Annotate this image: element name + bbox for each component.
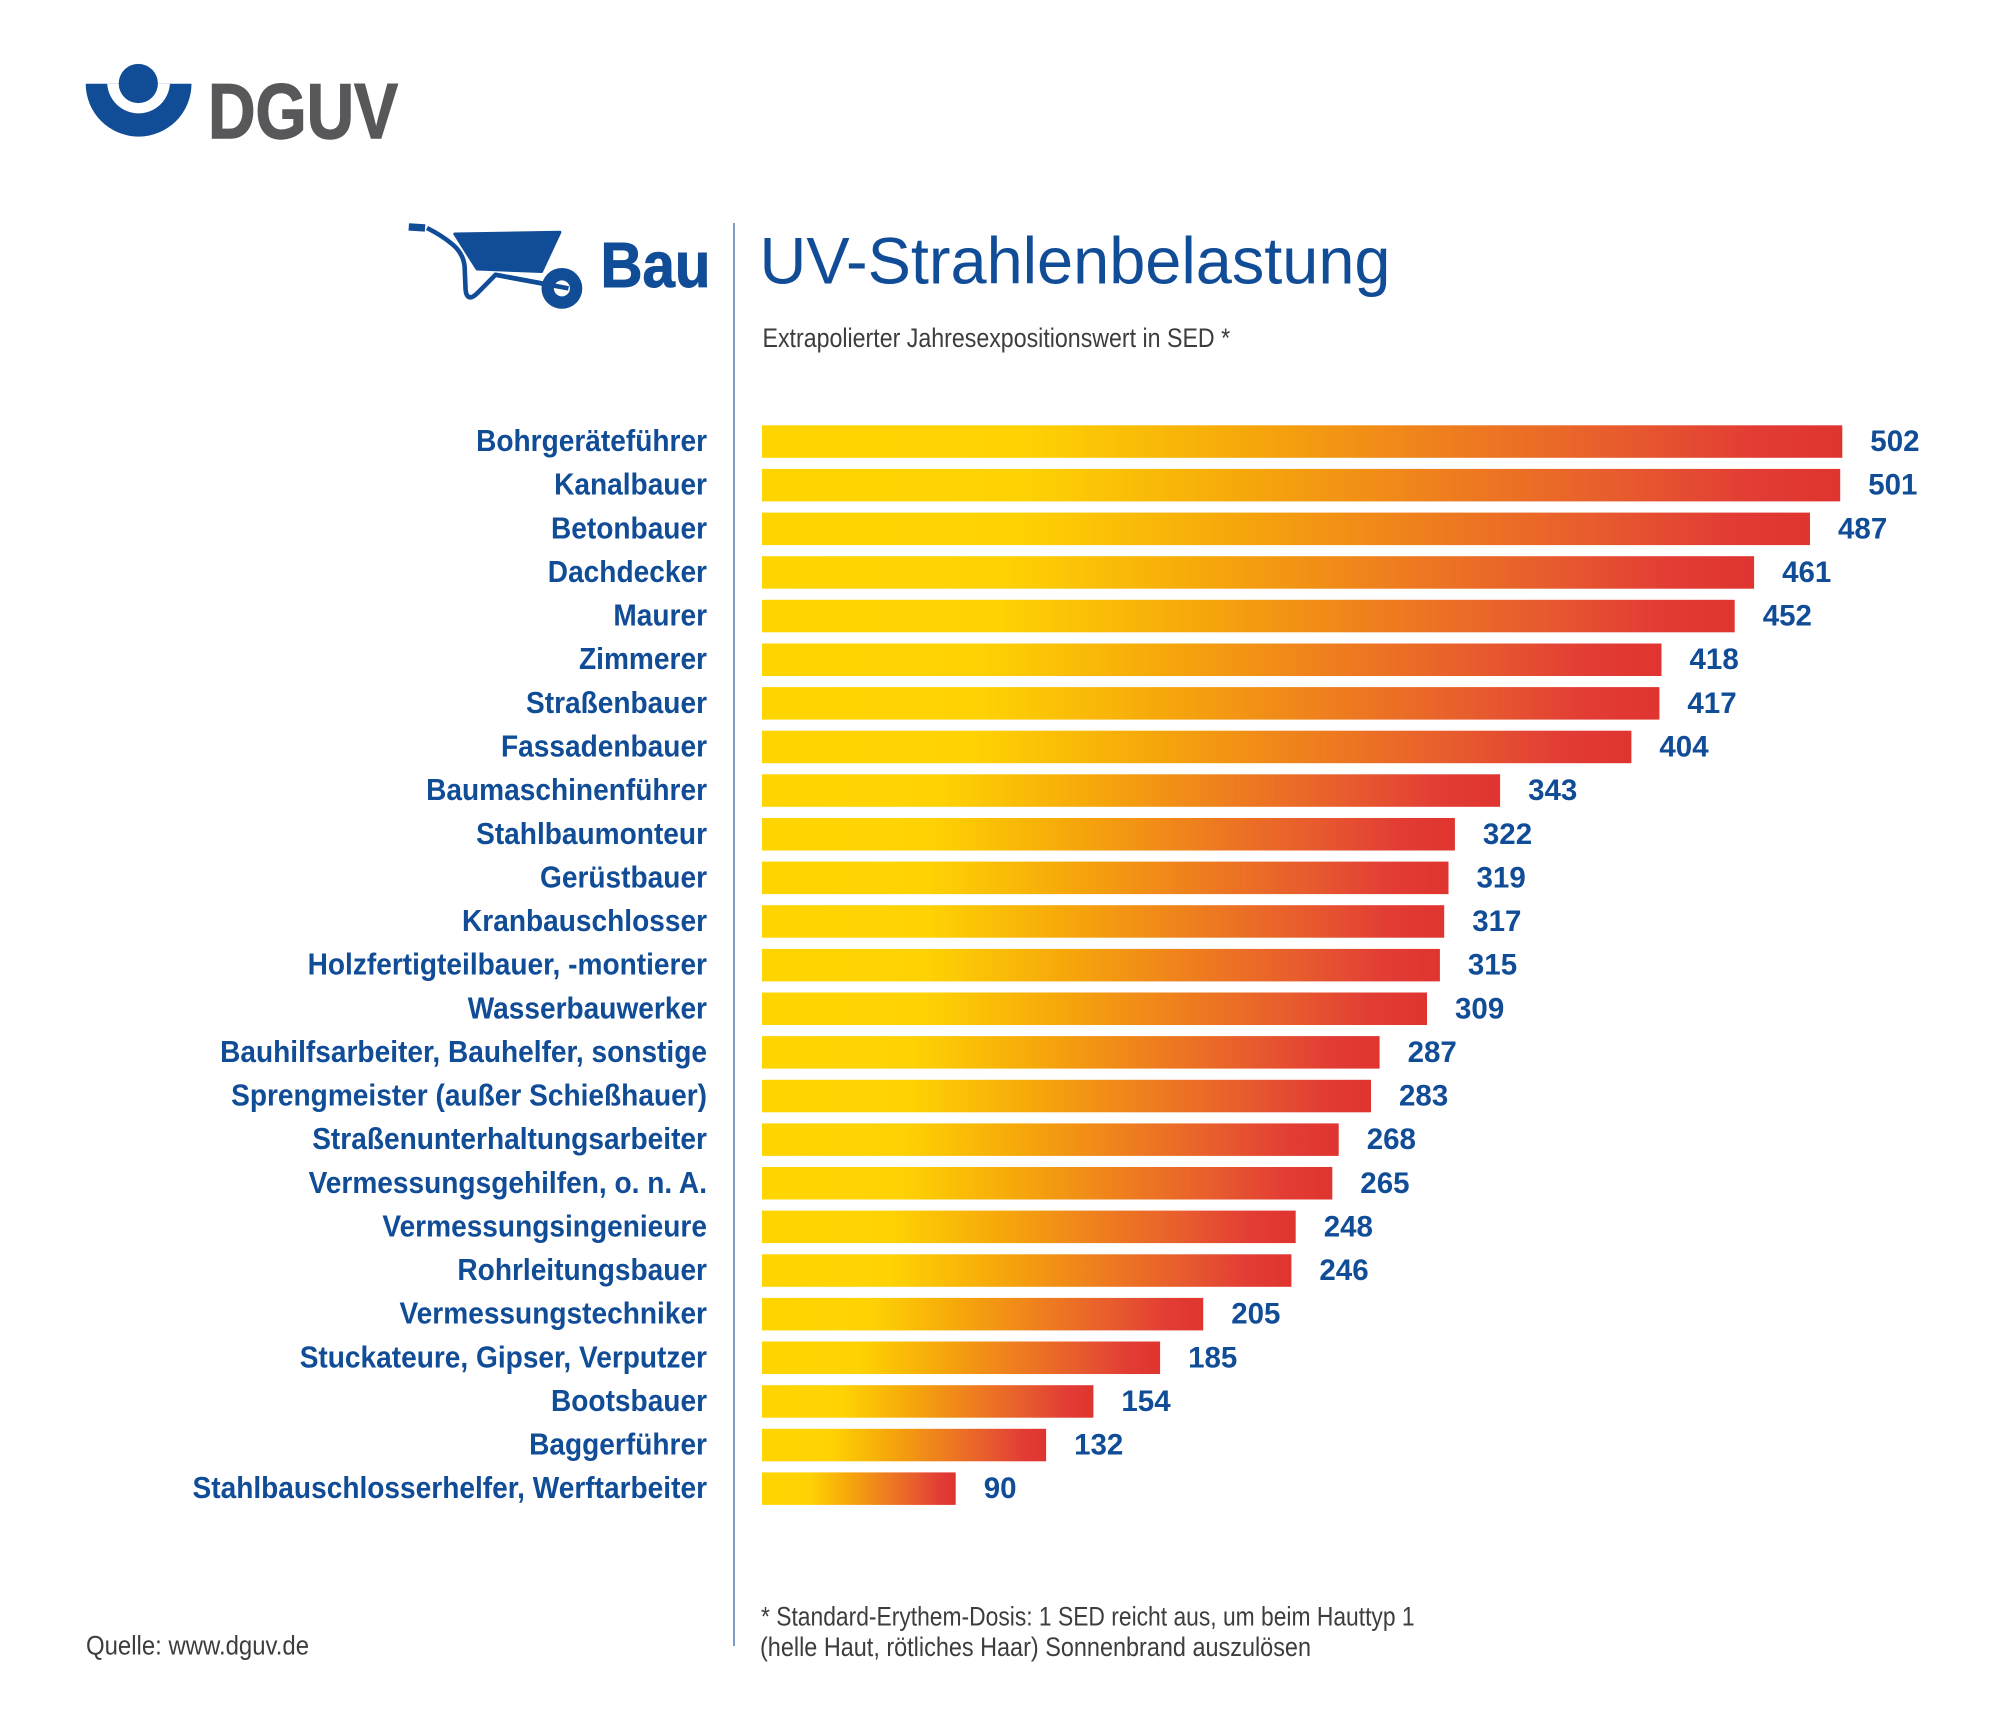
svg-text:Bohrgeräteführer: Bohrgeräteführer [476, 423, 707, 458]
svg-text:Kranbauschlosser: Kranbauschlosser [462, 903, 707, 938]
svg-text:265: 265 [1360, 1167, 1409, 1200]
svg-text:Vermessungstechniker: Vermessungstechniker [400, 1296, 708, 1331]
svg-text:Quelle: www.dguv.de: Quelle: www.dguv.de [86, 1630, 309, 1660]
svg-text:154: 154 [1121, 1385, 1171, 1418]
svg-text:322: 322 [1483, 818, 1532, 851]
svg-text:461: 461 [1782, 556, 1831, 589]
svg-text:Gerüstbauer: Gerüstbauer [540, 859, 707, 894]
svg-text:418: 418 [1690, 643, 1739, 676]
svg-text:185: 185 [1188, 1341, 1237, 1374]
svg-text:501: 501 [1868, 469, 1917, 502]
svg-text:417: 417 [1687, 687, 1736, 720]
svg-text:UV-Strahlenbelastung: UV-Strahlenbelastung [760, 224, 1391, 298]
svg-text:* Standard-Erythem-Dosis: 1 SE: * Standard-Erythem-Dosis: 1 SED reicht a… [761, 1602, 1415, 1632]
svg-text:Kanalbauer: Kanalbauer [554, 467, 707, 502]
svg-text:287: 287 [1408, 1036, 1457, 1069]
svg-text:90: 90 [984, 1472, 1017, 1505]
svg-text:Straßenunterhaltungsarbeiter: Straßenunterhaltungsarbeiter [312, 1121, 707, 1156]
svg-text:317: 317 [1472, 905, 1521, 938]
svg-text:Maurer: Maurer [613, 598, 707, 633]
svg-text:248: 248 [1324, 1210, 1373, 1243]
svg-text:343: 343 [1528, 774, 1577, 807]
svg-text:Extrapolierter Jahresexpositio: Extrapolierter Jahresexpositionswert in … [763, 323, 1231, 353]
svg-text:452: 452 [1763, 600, 1812, 633]
svg-text:Fassadenbauer: Fassadenbauer [501, 729, 707, 764]
svg-text:Sprengmeister (außer Schießhau: Sprengmeister (außer Schießhauer) [231, 1078, 707, 1113]
svg-text:502: 502 [1870, 425, 1919, 458]
svg-text:Vermessungsgehilfen, o. n. A.: Vermessungsgehilfen, o. n. A. [309, 1165, 707, 1200]
svg-text:Zimmerer: Zimmerer [579, 641, 707, 676]
svg-text:Stuckateure, Gipser, Verputzer: Stuckateure, Gipser, Verputzer [300, 1339, 707, 1374]
svg-text:Vermessungsingenieure: Vermessungsingenieure [382, 1208, 707, 1243]
svg-text:(helle Haut, rötliches Haar) S: (helle Haut, rötliches Haar) Sonnenbrand… [760, 1632, 1311, 1662]
svg-text:309: 309 [1455, 992, 1504, 1025]
svg-text:Baumaschinenführer: Baumaschinenführer [426, 772, 707, 807]
svg-text:246: 246 [1319, 1254, 1368, 1287]
svg-text:Dachdecker: Dachdecker [548, 554, 707, 589]
svg-text:Straßenbauer: Straßenbauer [526, 685, 707, 720]
svg-text:Stahlbaumonteur: Stahlbaumonteur [476, 816, 707, 851]
svg-text:487: 487 [1838, 512, 1887, 545]
svg-text:Bau: Bau [601, 229, 711, 301]
svg-text:319: 319 [1477, 861, 1526, 894]
svg-text:Stahlbauschlosserhelfer, Werft: Stahlbauschlosserhelfer, Werftarbeiter [193, 1470, 708, 1505]
svg-text:404: 404 [1659, 731, 1709, 764]
svg-text:205: 205 [1231, 1298, 1280, 1331]
svg-text:Bootsbauer: Bootsbauer [551, 1383, 707, 1418]
svg-text:Holzfertigteilbauer, -montiere: Holzfertigteilbauer, -montierer [308, 947, 707, 982]
svg-text:132: 132 [1074, 1429, 1123, 1462]
svg-text:315: 315 [1468, 949, 1517, 982]
svg-text:283: 283 [1399, 1080, 1448, 1113]
svg-text:DGUV: DGUV [208, 67, 398, 155]
svg-text:Wasserbauwerker: Wasserbauwerker [468, 990, 707, 1025]
svg-text:268: 268 [1367, 1123, 1416, 1156]
svg-text:Betonbauer: Betonbauer [551, 510, 707, 545]
svg-text:Baggerführer: Baggerführer [529, 1427, 707, 1462]
svg-text:Bauhilfsarbeiter, Bauhelfer, s: Bauhilfsarbeiter, Bauhelfer, sonstige [220, 1034, 707, 1069]
svg-text:Rohrleitungsbauer: Rohrleitungsbauer [457, 1252, 707, 1287]
